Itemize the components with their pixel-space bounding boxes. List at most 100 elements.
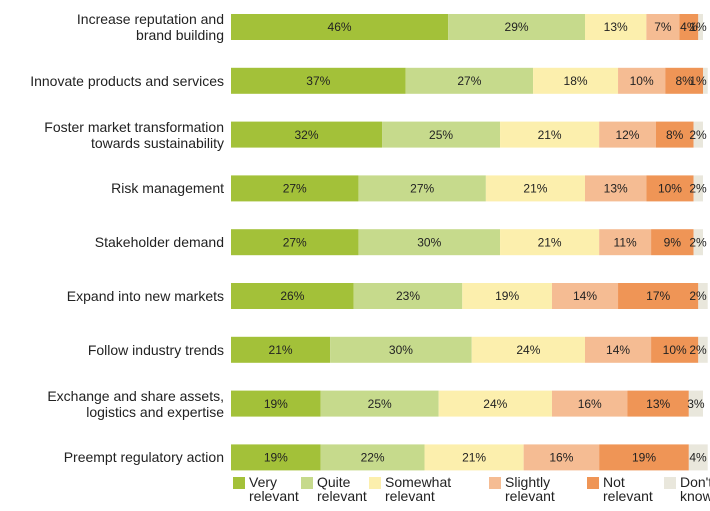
value-label: 27% <box>283 182 307 196</box>
bar-segment <box>599 121 656 148</box>
bar-segment <box>533 67 619 94</box>
value-label: 14% <box>573 289 597 303</box>
value-label: 21% <box>538 235 562 249</box>
bar-segment <box>500 229 600 256</box>
value-label: 27% <box>457 74 481 88</box>
bar-segment <box>500 121 600 148</box>
value-label: 2% <box>689 128 707 142</box>
value-label: 24% <box>516 343 540 357</box>
bar-segment <box>646 14 680 40</box>
bar-segment <box>438 390 552 417</box>
value-label: 21% <box>462 451 486 465</box>
bar-segment <box>358 175 486 202</box>
value-label: 1% <box>689 20 707 34</box>
bar-segment <box>405 67 534 94</box>
bar-segment <box>320 444 425 471</box>
bar-segment <box>665 67 703 94</box>
category-label: Exchange and share assets, logistics and… <box>47 387 224 420</box>
bar-segment <box>585 175 647 202</box>
legend-swatch <box>664 477 676 489</box>
bar-segment <box>231 283 354 309</box>
bar-segment <box>231 336 331 363</box>
bar-segment <box>231 444 321 471</box>
value-label: 27% <box>410 182 434 196</box>
value-label: 26% <box>280 289 304 303</box>
value-label: 12% <box>615 128 639 142</box>
legend-label: Not relevant <box>603 474 653 504</box>
value-label: 13% <box>646 397 670 411</box>
bar-segment <box>231 14 449 40</box>
value-label: 19% <box>264 451 288 465</box>
bar-segment <box>693 229 703 256</box>
bar-segment <box>698 14 703 40</box>
bar-segment <box>551 390 628 417</box>
value-label: 13% <box>604 182 628 196</box>
bar-segment <box>698 283 708 309</box>
value-label: 22% <box>361 451 385 465</box>
category-label: Innovate products and services <box>30 72 224 89</box>
bar-segment <box>424 444 524 471</box>
bar-segment <box>627 390 689 417</box>
bar-segment <box>651 336 699 363</box>
legend-swatch <box>489 477 501 489</box>
value-label: 10% <box>658 182 682 196</box>
value-label: 1% <box>689 74 707 88</box>
value-label: 10% <box>630 74 654 88</box>
bar-segment <box>382 121 501 148</box>
bar-segment <box>320 390 439 417</box>
value-label: 46% <box>328 20 352 34</box>
bar-segment <box>618 283 699 309</box>
value-label: 2% <box>689 182 707 196</box>
value-label: 11% <box>614 235 637 249</box>
bar-segment <box>651 229 694 256</box>
bar-segment <box>231 390 321 417</box>
value-label: 29% <box>505 20 529 34</box>
value-label: 17% <box>646 289 670 303</box>
legend-label: Very relevant <box>249 474 299 504</box>
legend-swatch <box>301 477 313 489</box>
value-label: 25% <box>429 128 453 142</box>
value-label: 24% <box>483 397 507 411</box>
value-label: 14% <box>606 343 630 357</box>
value-label: 32% <box>295 128 319 142</box>
value-label: 10% <box>663 343 687 357</box>
bar-segment <box>231 67 406 94</box>
category-label: Expand into new markets <box>66 288 224 304</box>
value-label: 30% <box>417 235 441 249</box>
bar-segment <box>462 283 552 309</box>
bar-segment <box>688 390 703 417</box>
bar-segment <box>231 229 359 256</box>
bar-segment <box>618 67 666 94</box>
value-label: 7% <box>654 20 672 34</box>
category-label: Follow industry trends <box>87 341 224 358</box>
value-label: 19% <box>632 451 656 465</box>
bar-segment <box>646 175 694 202</box>
bar-segment <box>698 336 708 363</box>
bar-segment <box>599 229 652 256</box>
bar-segment <box>471 336 585 363</box>
bar-segment <box>599 444 689 471</box>
value-label: 21% <box>523 182 547 196</box>
value-label: 4% <box>689 451 707 465</box>
bar-segment <box>523 444 600 471</box>
legend-label: Don't know <box>680 474 710 504</box>
bar-segment <box>655 121 694 148</box>
value-label: 8% <box>675 74 693 88</box>
value-label: 2% <box>689 235 707 249</box>
legend-label: Quite relevant <box>317 474 367 504</box>
bar-segment <box>585 336 652 363</box>
value-label: 16% <box>578 397 602 411</box>
value-label: 3% <box>687 397 705 411</box>
value-label: 19% <box>495 289 519 303</box>
bar-segment <box>231 121 383 148</box>
value-label: 16% <box>549 451 573 465</box>
category-label: Foster market transformation towards sus… <box>44 118 224 151</box>
bar-segment <box>703 67 708 94</box>
bar-segment <box>231 175 359 202</box>
value-label: 4% <box>680 20 698 34</box>
value-label: 8% <box>666 128 684 142</box>
category-label: Stakeholder demand <box>94 234 224 251</box>
bar-segment <box>551 283 619 309</box>
bar-segment <box>485 175 585 202</box>
